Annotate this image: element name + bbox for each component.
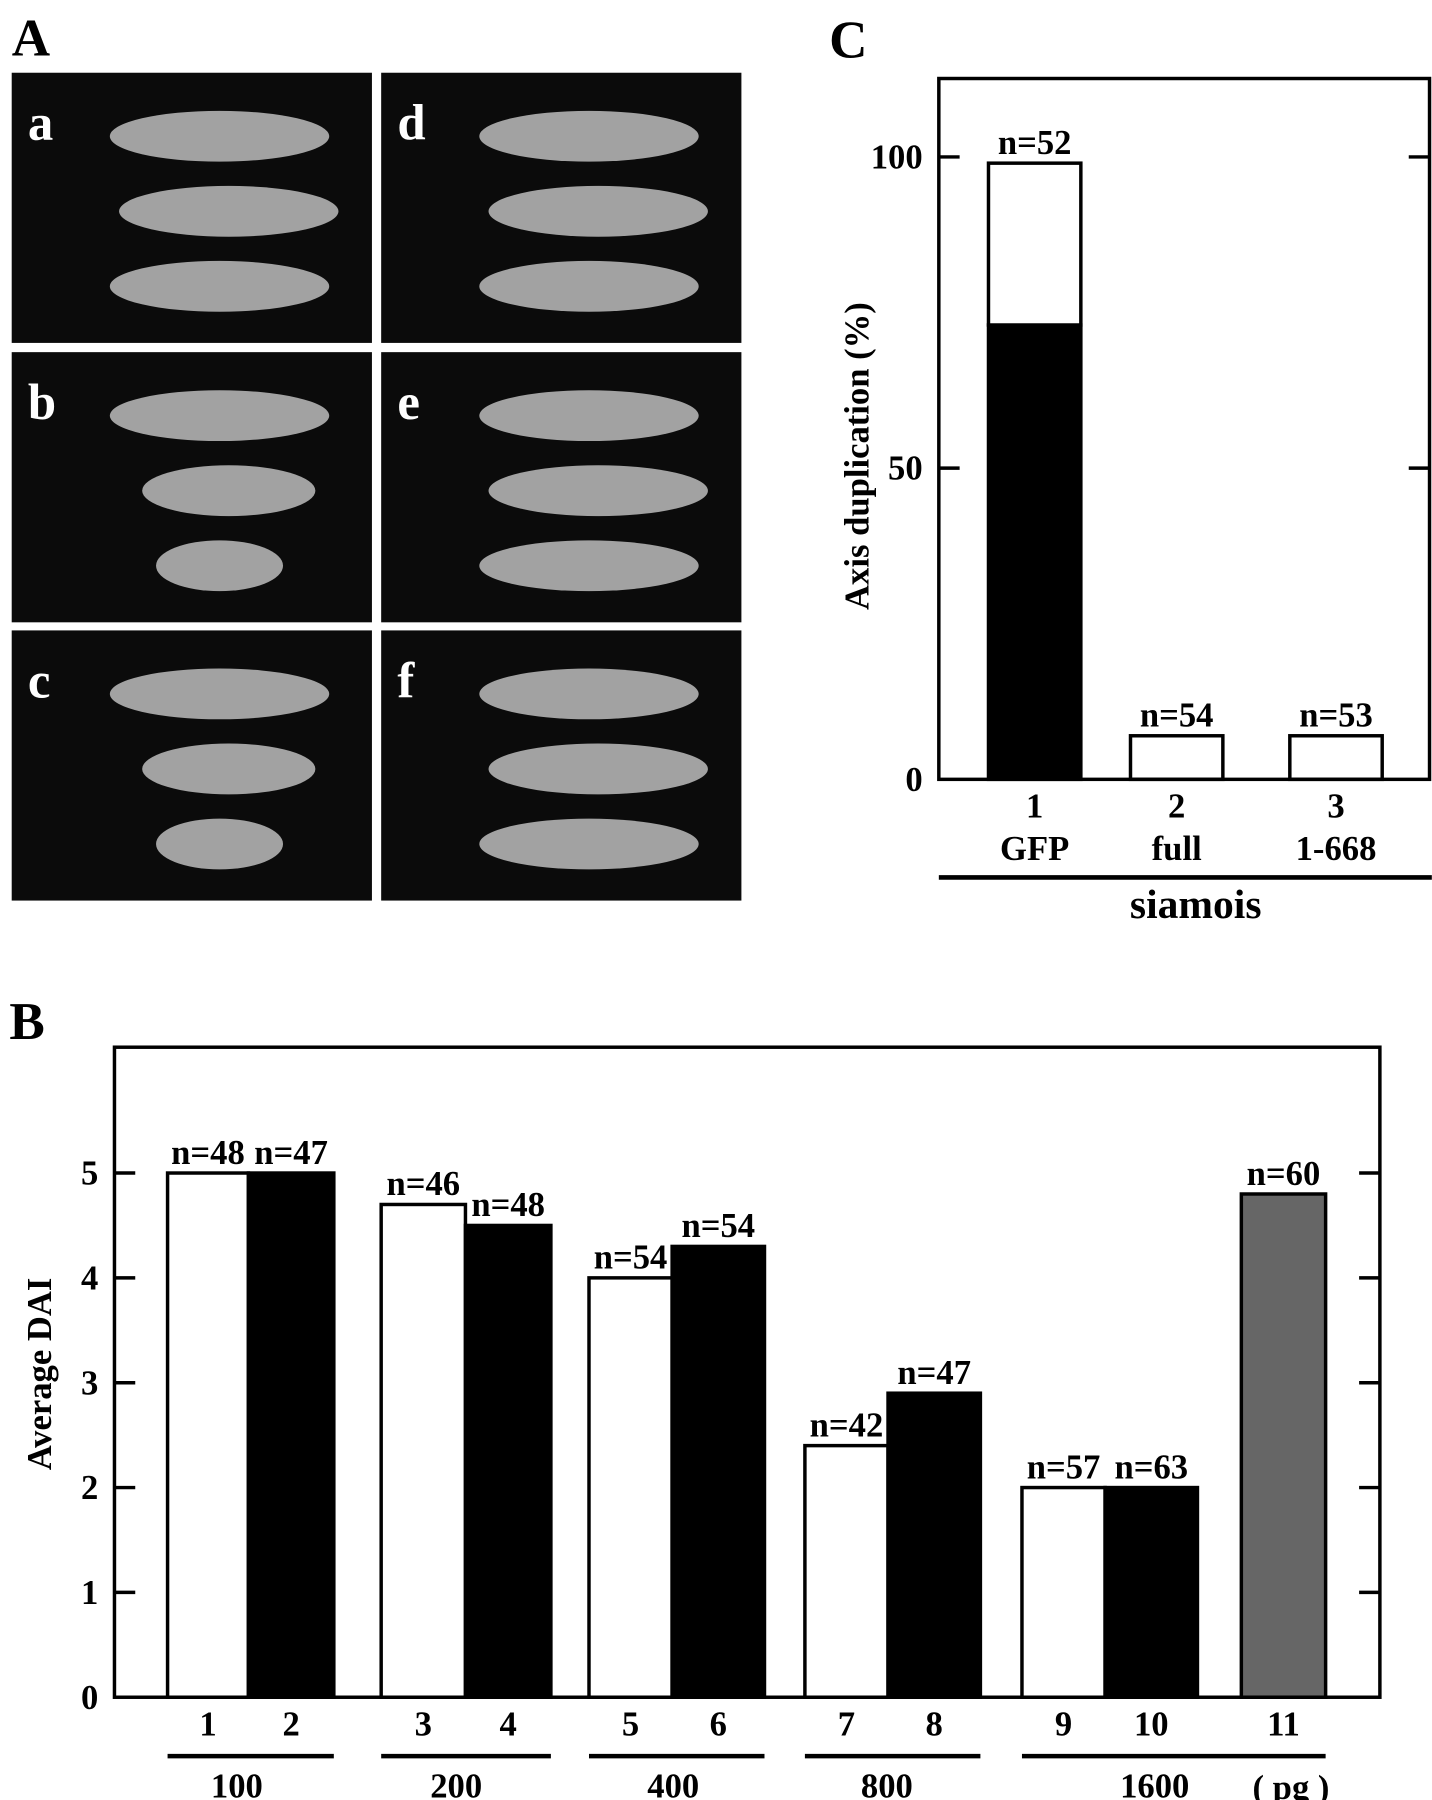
plot-frame [112,1045,1382,1699]
bar-annotation: n=48 [471,1186,545,1224]
embryo [479,818,699,870]
group-label: 800 [861,1768,913,1800]
x-tick-label: 1 [199,1705,216,1743]
bar-annotation: n=47 [897,1354,971,1392]
bar [246,1171,336,1699]
bar-annotation: n=54 [681,1207,755,1245]
bar-annotation: n=48 [171,1134,245,1172]
bar-annotation: n=54 [594,1239,668,1277]
panel-label: A [12,9,50,67]
bar-annotation: n=52 [998,124,1072,162]
x-tick-label: 8 [926,1705,943,1743]
embryo [156,818,284,870]
bar-segment [1288,734,1384,782]
embryo [109,390,330,442]
photo-label: f [397,652,415,708]
embryo [119,185,339,237]
embryo [156,540,284,592]
bar [1020,1485,1107,1699]
bar-segment [986,323,1083,782]
y-tick-label: 100 [871,138,923,176]
photo-label: e [397,374,420,430]
y-tick-label: 50 [888,450,923,488]
bar [379,1202,468,1699]
embryo [479,110,699,162]
y-tick-label: 4 [81,1259,98,1297]
x-tick-label: 1 [1026,787,1043,825]
photo-label: b [28,374,56,430]
y-axis-label: Average DAI [21,1278,59,1471]
group-label: 200 [430,1768,482,1800]
photo-label: c [28,652,51,708]
bar [165,1171,251,1699]
group-label: 100 [211,1768,263,1800]
x-sublabel: full [1152,830,1202,868]
embryo [488,743,708,795]
bar [587,1276,674,1699]
embryo [488,465,708,517]
x-tick-label: 7 [838,1705,855,1743]
y-tick-label: 0 [81,1679,98,1717]
bar-annotation: n=57 [1027,1448,1101,1486]
x-tick-label: 9 [1055,1705,1072,1743]
y-tick-label: 1 [81,1574,98,1612]
x-tick-label: 2 [1168,787,1185,825]
group-label: 1600 [1120,1768,1189,1800]
bar [886,1391,983,1699]
x-axis-label: siamois [1130,881,1262,927]
y-tick-label: 3 [81,1364,98,1402]
photo-label: a [28,95,53,151]
group-label: 400 [647,1768,699,1800]
x-tick-label: 6 [710,1705,727,1743]
embryo [479,540,699,592]
embryo [109,260,330,312]
embryo [142,743,316,795]
bar-annotation: n=63 [1114,1448,1188,1486]
embryo [109,110,330,162]
bar [670,1244,767,1699]
panel-label: B [9,993,44,1051]
bar-annotation: n=46 [386,1165,460,1203]
x-tick-label: 5 [622,1705,639,1743]
embryo [479,390,699,442]
embryo [488,185,708,237]
embryo [479,668,699,720]
x-tick-label: 10 [1134,1705,1169,1743]
y-axis-label: Axis duplication (%) [838,302,876,610]
plot-frame [937,76,1432,782]
x-tick-label: 4 [500,1705,517,1743]
panel-label: C [829,12,867,70]
bar-annotation: n=42 [810,1406,884,1444]
embryo [142,465,316,517]
x-tick-label: 11 [1267,1705,1300,1743]
bar [803,1443,890,1699]
bar [1239,1192,1328,1699]
bar [463,1223,553,1699]
y-tick-label: 0 [905,761,922,799]
y-tick-label: 5 [81,1155,98,1193]
bar-annotation: n=47 [254,1134,328,1172]
embryo [109,668,330,720]
embryo [479,260,699,312]
x-tick-label: 3 [415,1705,432,1743]
photo-label: d [397,95,425,151]
x-unit-label: ( pg ) [1253,1769,1330,1800]
x-sublabel: GFP [1000,830,1069,868]
bar-segment [1128,734,1225,782]
bar-segment [986,161,1083,327]
bar-annotation: n=53 [1299,697,1373,735]
y-tick-label: 2 [81,1469,98,1507]
bar-annotation: n=60 [1247,1155,1321,1193]
bar-annotation: n=54 [1140,697,1214,735]
x-tick-label: 3 [1327,787,1344,825]
x-tick-label: 2 [282,1705,299,1743]
bar [1103,1485,1200,1699]
x-sublabel: 1-668 [1296,830,1377,868]
